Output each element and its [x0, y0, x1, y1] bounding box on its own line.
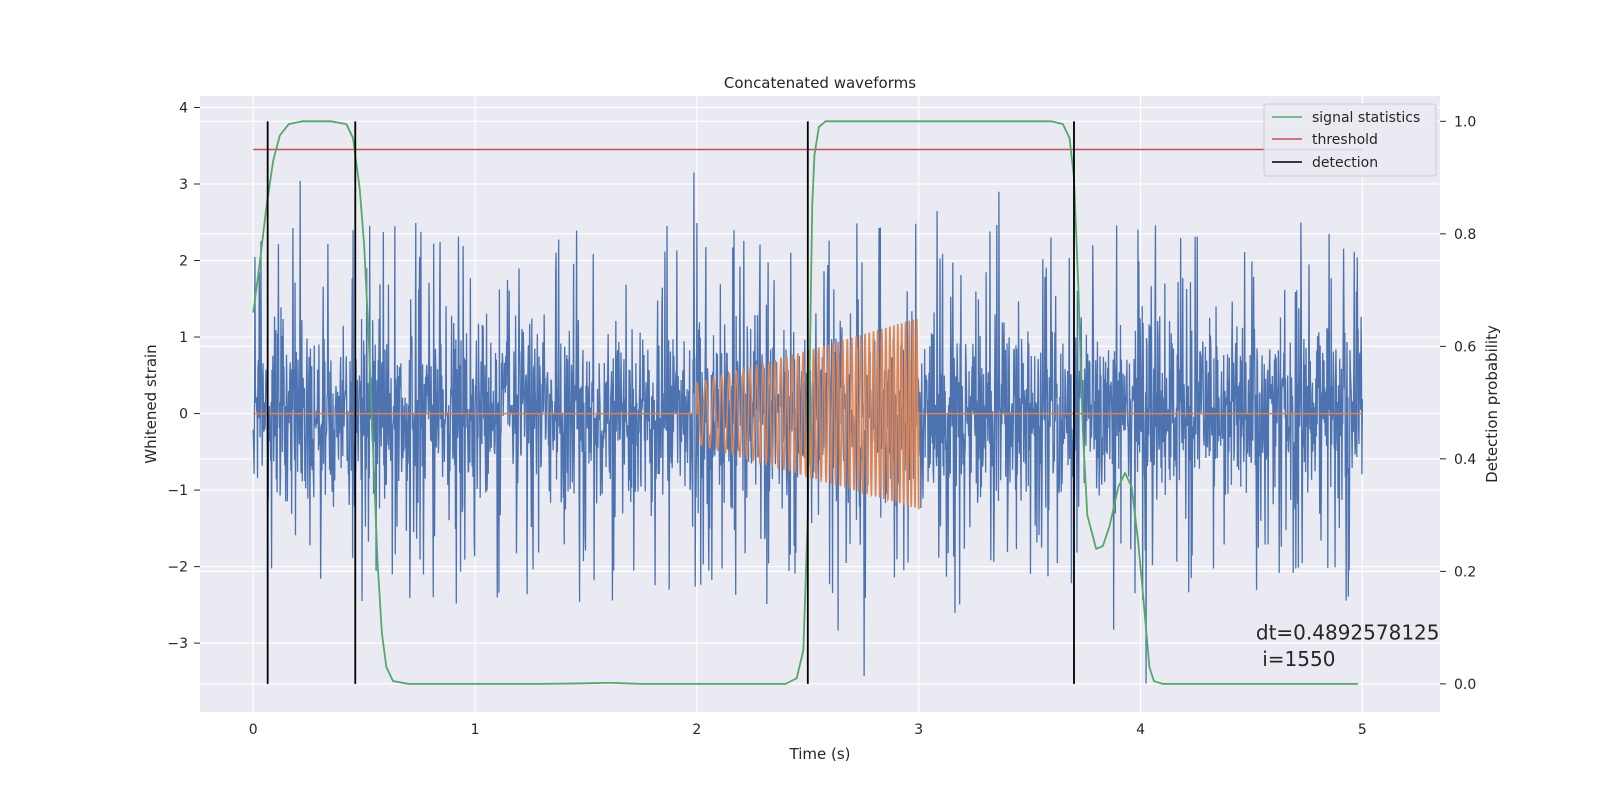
x-tick-label: 2: [692, 722, 701, 738]
legend-label-detection: detection: [1312, 155, 1378, 171]
y2-tick-label: 0.2: [1454, 564, 1476, 580]
x-tick-label: 4: [1136, 722, 1145, 738]
y2-tick-label: 0.4: [1454, 452, 1476, 468]
annotation-i: i=1550: [1256, 647, 1336, 671]
y-tick-label: 1: [179, 330, 188, 346]
y-tick-label: 4: [179, 100, 188, 116]
y2-axis-label: Detection probability: [1483, 325, 1501, 483]
legend-label-threshold: threshold: [1312, 132, 1378, 148]
y-tick-label: −2: [167, 560, 188, 576]
legend-box: [1263, 103, 1437, 177]
ticks: 0 1 2 3 4 5 −3 −2 −1 0 1 2 3 4 0.0 0.2 0.4 0.6 0.8 1.0: [167, 100, 1476, 738]
y2-tick-label: 0.0: [1454, 677, 1476, 693]
x-tick-label: 0: [249, 722, 258, 738]
annotation-dt: dt=0.4892578125: [1256, 620, 1440, 644]
y2-tick-label: 1.0: [1454, 114, 1476, 130]
annotations: dt=0.4892578125 i=1550: [1256, 620, 1440, 671]
right-axis-series: [252, 120, 1363, 685]
y-tick-label: 2: [179, 254, 188, 270]
x-tick-label: 5: [1358, 722, 1367, 738]
x-axis-label: Time (s): [789, 745, 851, 763]
signal-statistics-line: [252, 120, 1358, 685]
x-tick-label: 3: [914, 722, 923, 738]
y-tick-label: 3: [179, 177, 188, 193]
y-tick-label: −3: [167, 636, 188, 652]
legend-label-signal-statistics: signal statistics: [1312, 110, 1420, 126]
y2-tick-label: 0.6: [1454, 339, 1476, 355]
legend: signal statistics threshold detection: [1263, 103, 1437, 177]
chart-title: Concatenated waveforms: [724, 74, 916, 92]
y-axis-label: Whitened strain: [142, 344, 160, 463]
x-tick-label: 1: [471, 722, 480, 738]
y2-tick-label: 0.8: [1454, 227, 1476, 243]
y-tick-label: 0: [179, 407, 188, 423]
y-tick-label: −1: [167, 483, 188, 499]
